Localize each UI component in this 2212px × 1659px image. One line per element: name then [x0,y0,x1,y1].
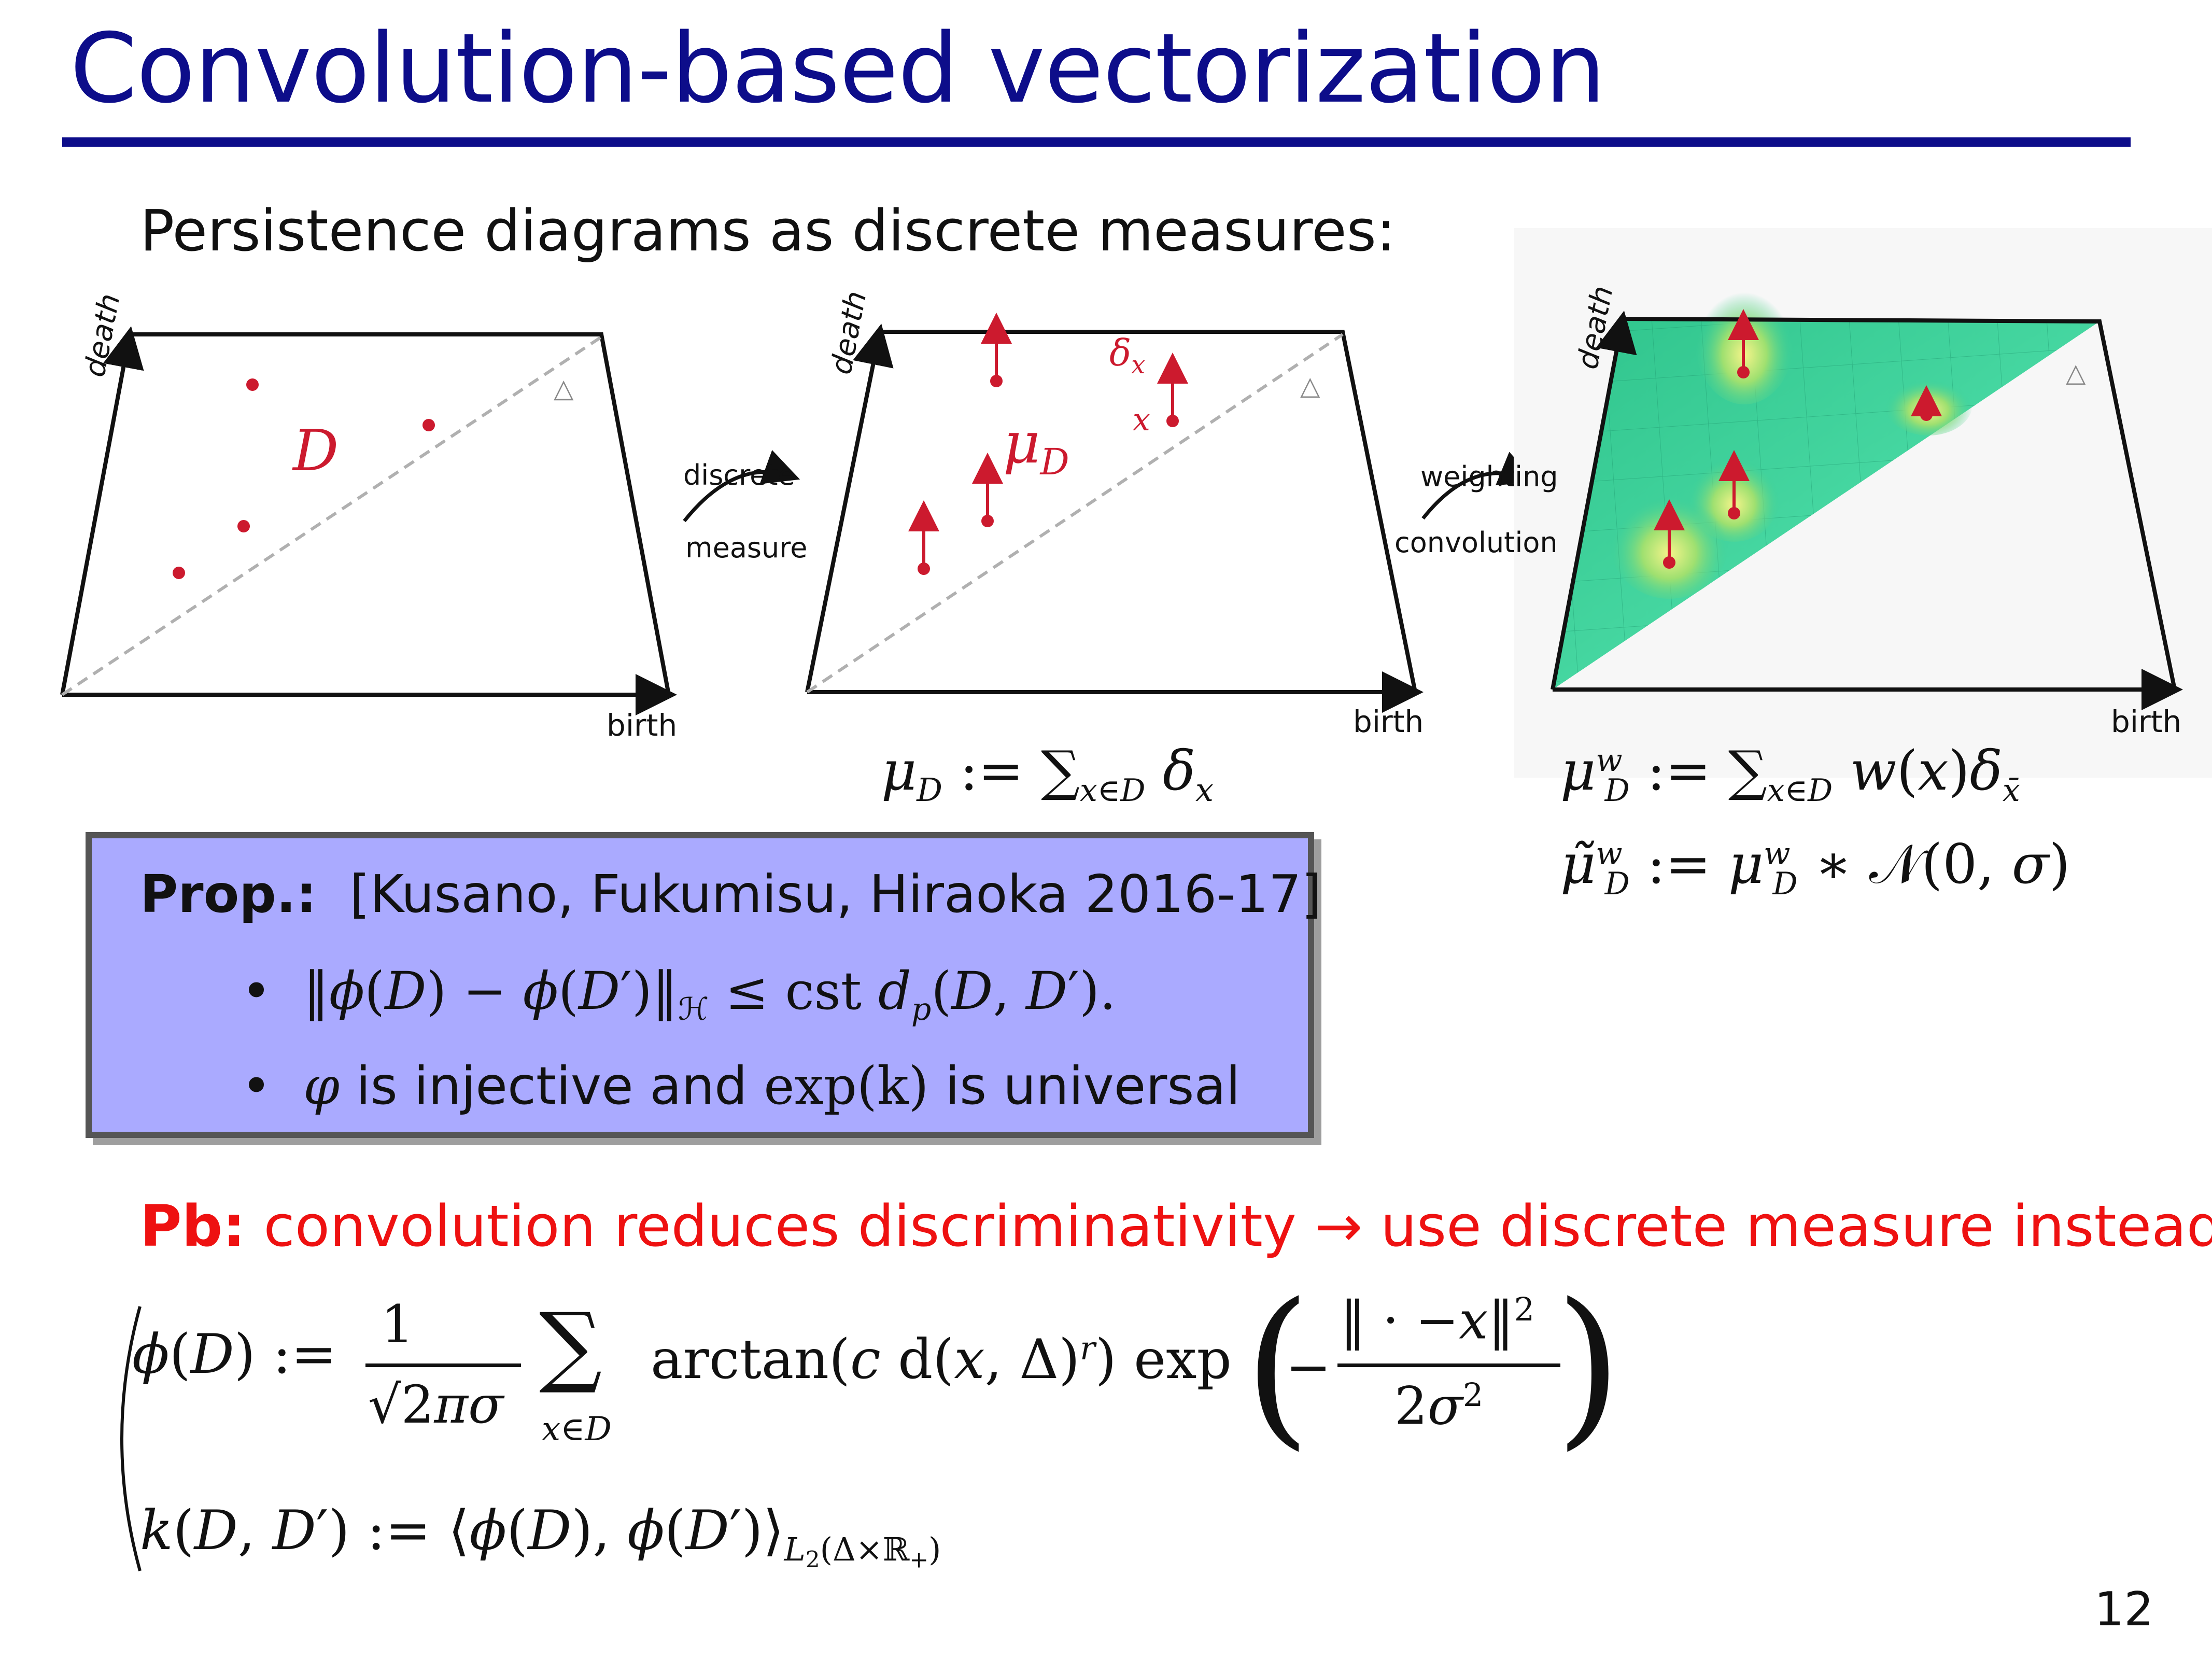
point [237,520,250,532]
slide-title: Convolution-based vectorization [70,12,1605,124]
point [422,419,435,431]
diagram-d-label: D [293,417,339,484]
proposition-box [86,832,1314,1138]
exp-denominator: 2σ2 [1394,1375,1484,1437]
subtitle: Persistence diagrams as discrete measure… [140,198,1396,264]
death-axis [805,324,894,693]
problem-statement: Pb: convolution reduces discriminativity… [140,1198,2212,1255]
delta-x-label: δx [1109,332,1146,379]
diagram-figure [60,228,2212,778]
diagonal-symbol: △ [2066,358,2086,388]
diagram-2-frame [880,330,1417,693]
formula-mu-d: μD := ∑x∈D δx [881,739,1214,809]
paren-right: ) [1555,1267,1622,1466]
point-x-label: x [1133,402,1150,438]
prop-bullet-2-exp: exp(k) [764,1056,929,1116]
pb-label: Pb: [140,1193,246,1259]
exp-fraction-bar [1337,1363,1560,1367]
birth-label: birth [607,708,678,743]
diagonal-symbol: △ [1300,371,1320,401]
dirac-arrow [981,313,1012,387]
exp-numerator: ‖ · −x‖2 [1340,1290,1535,1351]
diagram-mu-label: μD [1003,410,1069,483]
prop-label: Prop.: [140,864,317,924]
bullet-dot: • [241,961,272,1021]
prop-bullet-2-text-a: is injective and [340,1056,764,1116]
point [246,378,259,391]
diagonal-line [61,335,602,696]
formula-fraction-denominator: √2πσ [368,1374,504,1435]
diagram-3 [1514,228,2212,778]
death-axis [60,326,144,695]
left-bracket [120,1306,142,1571]
formula-kernel: k(D, D′) := ⟨ϕ(D), ϕ(D′)⟩L2(Δ×ℝ+) [140,1499,941,1573]
prop-bullet-2-text-b: is universal [928,1056,1241,1116]
title-underline [62,137,2131,147]
formula-phi-lhs: ϕ(D) := [132,1323,337,1386]
proposition-header: Prop.: [Kusano, Fukumisu, Hiraoka 2016-1… [140,868,1321,920]
diagram-2 [805,313,1424,713]
arrow-label-measure: measure [685,531,808,564]
bump-peak [1884,373,1973,435]
formula-mu-tilde: μ̃wD := μwD ∗ 𝒩(0, σ) [1560,833,2070,902]
bullet-dot: • [241,1056,272,1116]
formula-fraction-numerator: 1 [381,1294,414,1355]
sum-symbol: ∑ [539,1294,602,1397]
birth-label: birth [1353,704,1424,739]
diagram-3-frame [1622,317,2177,690]
death-axis [1551,311,1637,690]
birth-label: birth [2111,704,2182,739]
diagram-1 [60,326,677,715]
diagonal-line [806,333,1344,694]
prop-bullet-2: φ is injective and exp(k) is universal [303,1060,1241,1112]
paren-left: ( [1244,1267,1311,1466]
diagonal-symbol: △ [554,373,574,403]
formula-arctan: arctan(c d(x, Δ)r) exp [651,1328,1232,1391]
minus-sign: − [1286,1335,1331,1399]
prop-reference: [Kusano, Fukumisu, Hiraoka 2016-17] [349,864,1322,924]
arrow-label-convolution: convolution [1394,526,1558,559]
sum-subscript: x∈D [542,1410,612,1449]
discrete-measure-arrow [683,449,800,523]
fraction-bar [365,1363,521,1367]
formula-mu-dw: μwD := ∑x∈D w(x)δx̄ [1560,739,2020,809]
pb-text: convolution reduces discriminativity → u… [263,1193,2212,1259]
dirac-arrow [908,500,939,575]
point [173,567,185,579]
dirac-arrow [972,453,1003,527]
phi-symbol: φ [303,1056,340,1116]
diagram-1-frame [130,332,671,695]
dirac-arrow [1911,385,1942,421]
arrow-label-discrete: discrete [683,459,795,491]
dirac-arrow [1728,309,1759,378]
dirac-arrow [1654,499,1685,569]
page-number: 12 [2094,1582,2154,1637]
prop-bullet-1: ‖ϕ(D) − ϕ(D′)‖ℋ ≤ cst dp(D, D′). [303,961,1116,1028]
arrow-label-weighting: weighting [1420,460,1558,493]
dirac-arrow [1718,450,1750,519]
dirac-arrow [1157,353,1188,427]
